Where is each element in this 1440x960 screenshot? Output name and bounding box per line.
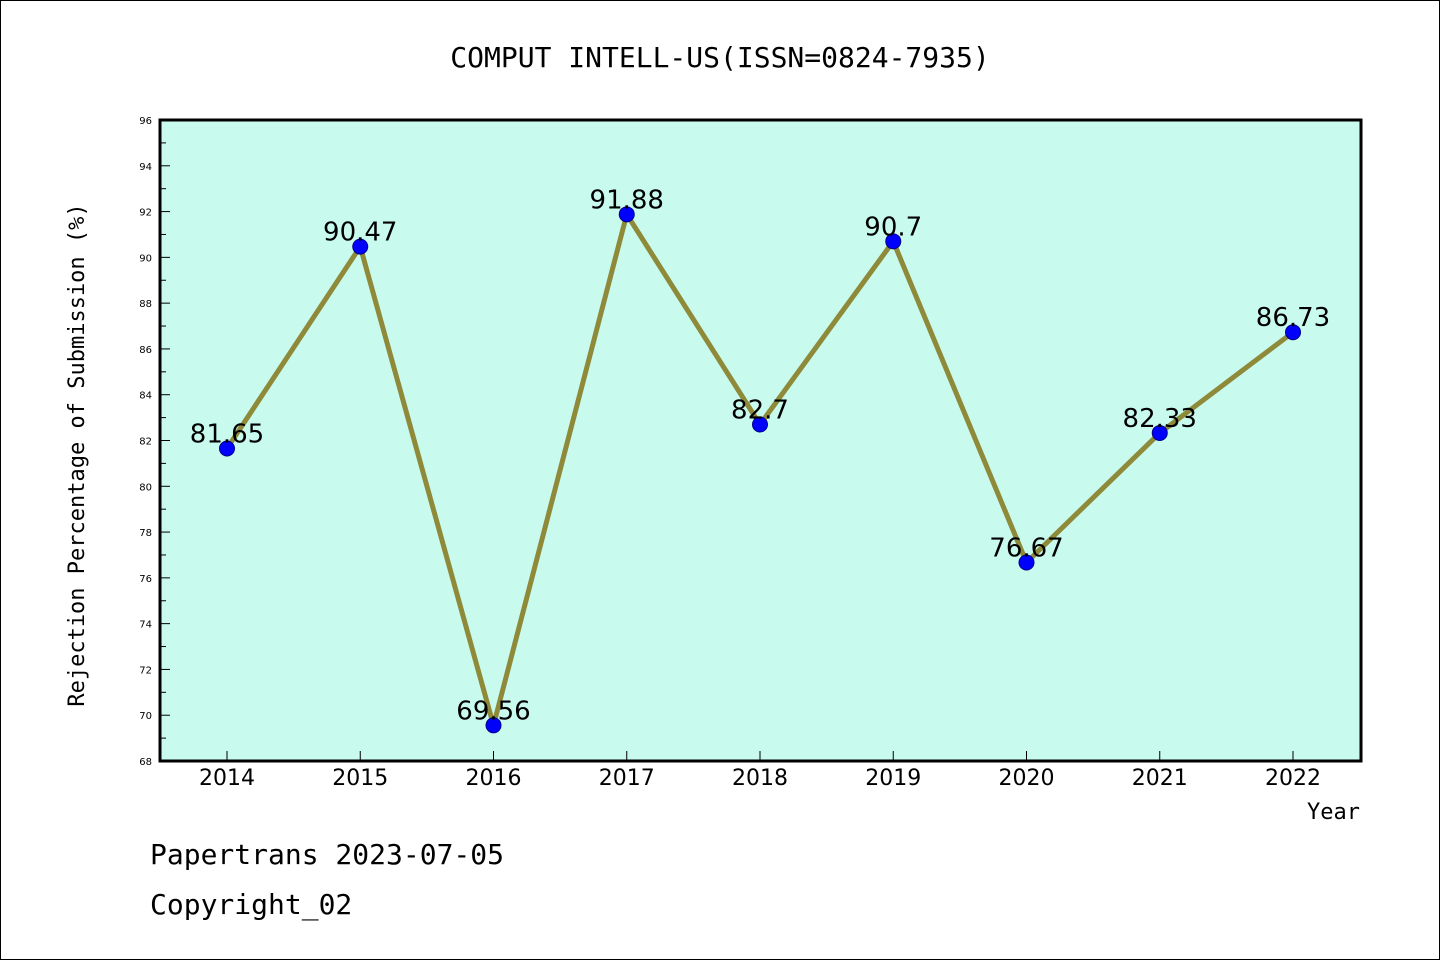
y-tick-label: 86 xyxy=(139,345,152,356)
y-tick-label: 74 xyxy=(139,620,152,631)
y-tick-label: 82 xyxy=(139,437,152,448)
data-point xyxy=(618,206,635,223)
footer-date: Papertrans 2023-07-05 xyxy=(150,838,504,871)
x-tick-label: 2019 xyxy=(865,766,921,791)
data-point xyxy=(485,717,502,734)
data-point xyxy=(1285,324,1301,341)
data-point xyxy=(1151,424,1168,441)
footer-copyright: Copyright_02 xyxy=(150,888,352,922)
data-label: 86.73 xyxy=(1256,303,1330,333)
chart-title: COMPUT INTELL-US(ISSN=0824-7935) xyxy=(450,41,989,74)
y-tick-label: 88 xyxy=(139,299,152,310)
data-label: 82.33 xyxy=(1123,404,1197,434)
x-tick-label: 2022 xyxy=(1265,766,1321,791)
y-tick-label: 68 xyxy=(139,757,152,768)
y-axis: 68 70 72 74 76 78 80 82 84 86 88 90 92 94 96 xyxy=(139,116,170,768)
y-tick-label: 92 xyxy=(139,208,152,219)
y-tick-label: 80 xyxy=(139,482,152,493)
y-tick-label: 78 xyxy=(139,528,152,539)
data-points xyxy=(219,206,1301,734)
x-tick-label: 2015 xyxy=(332,766,388,791)
data-label: 90.7 xyxy=(864,212,922,242)
data-label: 82.7 xyxy=(731,395,789,425)
data-point xyxy=(1018,554,1035,571)
y-tick-label: 84 xyxy=(139,391,152,402)
y-tick-label: 72 xyxy=(139,665,152,676)
data-point xyxy=(352,238,369,255)
data-label: 69.56 xyxy=(456,696,530,726)
x-tick-label: 2020 xyxy=(999,766,1055,791)
data-point xyxy=(885,233,902,250)
x-tick-label: 2017 xyxy=(599,766,655,791)
x-axis: 2014 2015 2016 2017 2018 2019 2020 2021 2022 xyxy=(199,751,1321,791)
x-axis-label: Year xyxy=(1307,800,1360,825)
plot-border xyxy=(158,118,1363,763)
data-label: 91.88 xyxy=(590,185,664,215)
y-tick-label: 94 xyxy=(139,162,152,173)
x-tick-label: 2021 xyxy=(1132,766,1188,791)
data-point xyxy=(219,440,235,457)
y-tick-label: 70 xyxy=(139,711,152,722)
y-tick-label: 96 xyxy=(139,116,152,127)
data-point xyxy=(752,416,768,433)
data-label: 90.47 xyxy=(323,218,397,248)
y-tick-label: 76 xyxy=(139,574,152,585)
x-tick-label: 2018 xyxy=(732,766,788,791)
y-tick-label: 90 xyxy=(139,253,152,264)
x-tick-label: 2014 xyxy=(199,766,255,791)
data-label: 81.65 xyxy=(190,420,264,450)
x-tick-label: 2016 xyxy=(466,766,522,791)
data-label: 76.67 xyxy=(989,534,1063,564)
y-axis-label: Rejection Percentage of Submission (%) xyxy=(65,203,90,706)
plot-area xyxy=(160,120,1361,761)
data-labels: 81.65 90.47 69.56 91.88 82.7 90.7 76.67 82.33 86… xyxy=(190,185,1330,726)
